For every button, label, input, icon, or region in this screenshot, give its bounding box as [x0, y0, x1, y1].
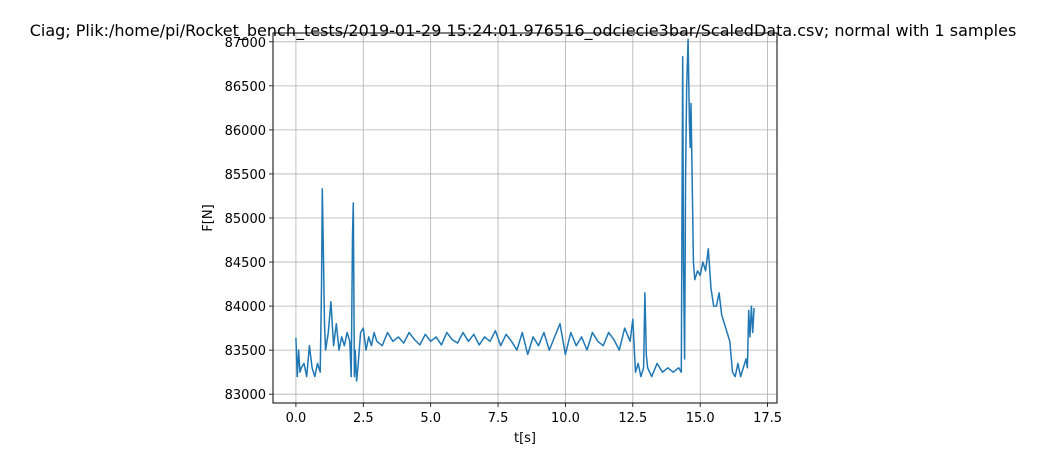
- y-tick-label: 84500: [225, 256, 266, 271]
- x-tick-label: 17.5: [753, 411, 782, 426]
- y-axis: 83000 83500 84000 84500 85000 85500 86000 86500…: [225, 36, 273, 403]
- series-layer: [295, 38, 755, 382]
- x-axis-label: t[s]: [514, 431, 536, 446]
- y-axis-label: F[N]: [201, 204, 216, 231]
- x-tick-label: 12.5: [618, 411, 647, 426]
- series-line: [295, 38, 755, 382]
- y-tick-label: 84000: [225, 300, 266, 315]
- y-tick-label: 86500: [225, 80, 266, 95]
- y-tick-label: 83000: [225, 388, 266, 403]
- x-tick-label: 2.5: [353, 411, 374, 426]
- y-tick-label: 87000: [225, 36, 266, 51]
- x-tick-label: 10.0: [551, 411, 580, 426]
- grid: [273, 33, 777, 403]
- x-axis: 0.0 2.5 5.0 7.5 10.0 12.5 15.0 17.5: [286, 403, 782, 426]
- y-tick-label: 83500: [225, 344, 266, 359]
- x-tick-label: 15.0: [686, 411, 715, 426]
- x-tick-label: 0.0: [286, 411, 307, 426]
- y-tick-label: 86000: [225, 124, 266, 139]
- chart-title: Ciag; Plik:/home/pi/Rocket_bench_tests/2…: [30, 21, 1017, 41]
- x-tick-label: 5.0: [420, 411, 441, 426]
- y-tick-label: 85500: [225, 168, 266, 183]
- x-tick-label: 7.5: [488, 411, 509, 426]
- y-tick-label: 85000: [225, 212, 266, 227]
